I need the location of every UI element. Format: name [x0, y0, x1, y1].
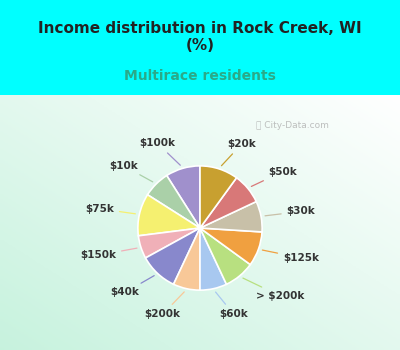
Wedge shape	[200, 228, 250, 284]
Text: > $200k: > $200k	[243, 278, 305, 301]
Text: Multirace residents: Multirace residents	[124, 69, 276, 83]
Wedge shape	[174, 228, 200, 290]
Wedge shape	[200, 166, 236, 228]
Wedge shape	[138, 195, 200, 236]
Wedge shape	[200, 228, 262, 265]
Wedge shape	[146, 228, 200, 284]
Text: $125k: $125k	[262, 250, 319, 263]
Text: ⓘ City-Data.com: ⓘ City-Data.com	[256, 121, 328, 130]
Text: Income distribution in Rock Creek, WI
(%): Income distribution in Rock Creek, WI (%…	[38, 21, 362, 53]
Wedge shape	[200, 202, 262, 232]
Text: $100k: $100k	[139, 138, 180, 165]
Text: $40k: $40k	[111, 275, 154, 297]
Text: $150k: $150k	[80, 248, 137, 260]
Wedge shape	[148, 176, 200, 228]
Wedge shape	[200, 178, 256, 228]
Text: $20k: $20k	[222, 139, 256, 166]
Wedge shape	[200, 228, 226, 290]
Text: $200k: $200k	[145, 292, 184, 319]
Wedge shape	[167, 166, 200, 228]
Text: $10k: $10k	[109, 161, 153, 182]
Text: $30k: $30k	[265, 206, 316, 217]
Text: $75k: $75k	[85, 204, 135, 214]
Text: $60k: $60k	[216, 292, 248, 319]
Wedge shape	[138, 228, 200, 258]
Text: $50k: $50k	[251, 167, 297, 187]
